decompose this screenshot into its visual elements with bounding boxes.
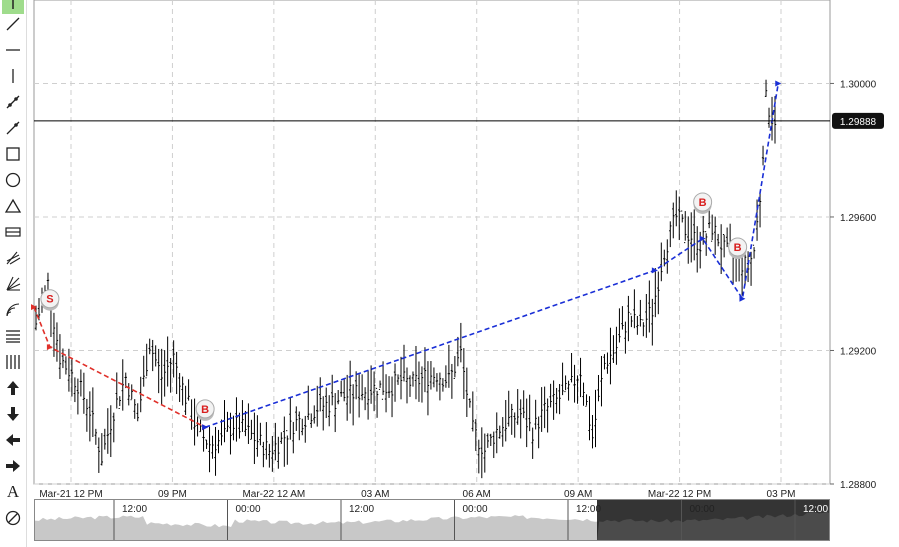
rectangle-tool[interactable] — [2, 143, 24, 165]
text-icon: A — [6, 482, 20, 501]
arcs-icon — [6, 303, 20, 317]
badge-label: B — [699, 197, 707, 209]
extended-line-icon — [6, 121, 20, 135]
navigator-time-label: 00:00 — [690, 504, 715, 515]
x-tick-label: 03 AM — [361, 489, 389, 499]
y-tick-label: 1.28800 — [840, 480, 877, 491]
eraser-icon — [5, 510, 21, 526]
trend-point-marker — [31, 304, 37, 311]
ellipse-tool[interactable] — [2, 169, 24, 191]
vertical-line-icon — [12, 69, 14, 83]
navigator-time-label: 12:00 — [349, 504, 374, 515]
navigator-window[interactable] — [597, 500, 830, 541]
navigator-time-label: 00:00 — [236, 504, 261, 515]
arrow-up-tool[interactable] — [2, 377, 24, 399]
trend-point-marker — [651, 267, 658, 274]
ray-tool[interactable] — [2, 91, 24, 113]
x-tick-label: 06 AM — [463, 489, 491, 499]
sell-signal-badge[interactable]: S — [40, 289, 60, 311]
y-tick-label: 1.30000 — [840, 79, 877, 90]
pitchfork-icon — [6, 251, 21, 265]
trend-line-tool[interactable] — [2, 13, 24, 35]
time-navigator[interactable]: 12:00 00:00 12:00 00:00 12:00 00:00 12:00 — [34, 499, 830, 541]
arrow-down-icon — [7, 407, 19, 421]
triangle-icon — [4, 198, 22, 213]
badge-disc — [40, 289, 60, 309]
navigator-overview: 12:00 00:00 12:00 00:00 12:00 00:00 12:00 — [35, 500, 830, 541]
extended-line-tool[interactable] — [2, 117, 24, 139]
diagonal-line-icon — [6, 17, 20, 31]
text-tool[interactable]: A — [2, 481, 24, 503]
current-price-tag — [832, 112, 884, 129]
cursor-icon — [12, 0, 14, 9]
pitchfork-tool[interactable] — [2, 247, 24, 269]
badge-label: B — [201, 404, 209, 416]
navigator-time-label: 00:00 — [463, 504, 488, 515]
price-chart[interactable]: 1.30000 1.29600 1.29200 1.28800 Mar-21 12 PM… — [0, 0, 899, 499]
badge-label: B — [734, 242, 742, 254]
ellipse-icon — [5, 172, 21, 188]
navigator-time-label: 12:00 — [122, 504, 147, 515]
buy-signal-badge[interactable]: B — [728, 237, 748, 260]
arcs-tool[interactable] — [2, 299, 24, 321]
fan-icon — [6, 276, 21, 291]
y-tick-label: 1.29600 — [840, 213, 877, 224]
badge-label: S — [46, 294, 53, 306]
badge-disc — [195, 399, 215, 419]
trend-point-marker — [202, 424, 209, 431]
horizontal-line-icon — [6, 49, 20, 51]
x-tick-label: Mar-21 12 PM — [39, 489, 102, 499]
navigator-time-label: 12:00 — [803, 504, 828, 515]
triangle-tool[interactable] — [2, 195, 24, 217]
trend-point-marker — [46, 344, 53, 351]
drawing-toolbar: A — [0, 0, 27, 547]
remove-drawings-tool[interactable] — [2, 507, 24, 529]
x-tick-label: Mar-22 12 AM — [242, 489, 305, 499]
arrow-left-icon — [6, 434, 20, 446]
x-tick-label: Mar-22 12 PM — [648, 489, 711, 499]
arrow-right-tool[interactable] — [2, 455, 24, 477]
cursor-tool[interactable] — [2, 0, 24, 14]
vertical-lines-icon — [6, 355, 20, 369]
badge-disc — [728, 237, 748, 257]
candles — [34, 79, 777, 479]
arrow-up-icon — [7, 381, 19, 395]
plot-area[interactable] — [33, 0, 831, 485]
navigator-window-area — [597, 511, 829, 540]
arrow-left-tool[interactable] — [2, 429, 24, 451]
ray-icon — [6, 95, 20, 109]
x-tick-label: 09 AM — [564, 489, 592, 499]
trend-point-marker — [775, 80, 782, 87]
badge-disc — [693, 192, 713, 212]
channel-icon — [5, 227, 21, 237]
trend-point-marker — [739, 295, 746, 302]
arrow-down-tool[interactable] — [2, 403, 24, 425]
channel-tool[interactable] — [2, 221, 24, 243]
rectangle-icon — [6, 147, 20, 161]
buy-signal-badge[interactable]: B — [693, 192, 713, 214]
horizontal-lines-icon — [6, 330, 20, 343]
fib-retracement-tool[interactable] — [2, 325, 24, 347]
arrow-right-icon — [6, 460, 20, 472]
fan-tool[interactable] — [2, 273, 24, 295]
trend-point-marker — [699, 235, 706, 242]
y-tick-label: 1.29200 — [840, 346, 877, 357]
vertical-line-tool[interactable] — [2, 65, 24, 87]
buy-signal-badge[interactable]: B — [195, 399, 215, 421]
navigator-time-label: 12:00 — [576, 504, 601, 515]
horizontal-line-tool[interactable] — [2, 39, 24, 61]
current-price-label: 1.29888 — [840, 117, 877, 128]
x-tick-label: 03 PM — [767, 489, 796, 499]
fib-timezones-tool[interactable] — [2, 351, 24, 373]
x-tick-label: 09 PM — [158, 489, 187, 499]
